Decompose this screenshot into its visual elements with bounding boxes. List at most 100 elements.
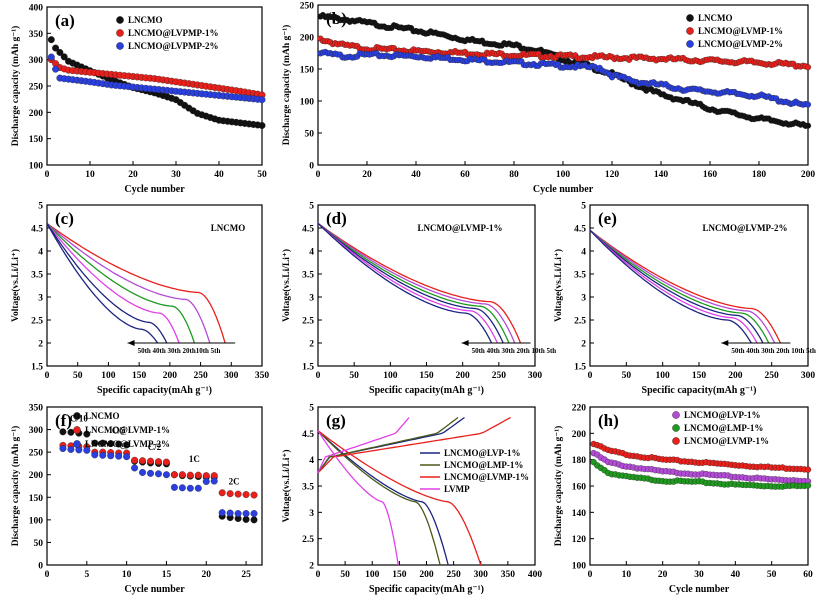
x-tick-label: 60 (460, 170, 470, 180)
x-tick-label: 250 (447, 570, 462, 580)
x-tick-label: 150 (419, 371, 434, 381)
y-axis-label: Voltage(vs.Li/Li⁺) (281, 249, 292, 322)
data-point (59, 428, 67, 436)
y-tick-label: 100 (572, 562, 587, 572)
y-tick-label: 4.5 (31, 225, 43, 235)
x-axis-label: Cycle number (124, 584, 185, 595)
y-axis-label: Discharge capacity (mAh g⁻¹) (10, 426, 21, 547)
charge-curve (317, 417, 410, 474)
y-tick-label: 2 (309, 562, 314, 572)
y-tick-label: 2.5 (31, 317, 43, 327)
plot-frame (317, 406, 536, 566)
x-tick-label: 350 (255, 371, 270, 381)
x-tick-label: 10 (622, 570, 632, 580)
x-tick-label: 40 (411, 170, 421, 180)
discharge-curve-30th (46, 222, 180, 344)
y-tick-label: 0 (38, 562, 43, 572)
legend-label: LNCMO@LVP-1% (444, 448, 521, 458)
discharge-curve (317, 430, 449, 566)
x-tick-label: 0 (45, 570, 50, 580)
data-point (202, 478, 210, 485)
y-tick-label: 0 (309, 162, 314, 172)
discharge-curve-10th (317, 222, 516, 344)
data-point (242, 515, 250, 523)
data-point (147, 469, 154, 477)
cycle-labels: 50th 40th 30th 20th10th 5th (138, 347, 221, 355)
y-tick-label: 5 (309, 404, 314, 414)
x-tick-label: 50 (73, 371, 83, 381)
y-tick-label: 3.5 (302, 271, 314, 281)
y-tick-label: 250 (300, 2, 315, 12)
x-tick-label: 0 (588, 371, 593, 381)
y-tick-label: 140 (572, 509, 587, 519)
discharge-curve-30th (589, 229, 764, 344)
series-lncmo-lvmp-2- (59, 445, 258, 518)
data-point (123, 441, 131, 449)
charge-curve (317, 416, 459, 474)
x-tick-label: 200 (801, 170, 816, 180)
y-tick-label: 5 (309, 202, 314, 212)
arrow-head (461, 340, 469, 346)
data-point (52, 65, 60, 73)
discharge-curve-50th (317, 222, 493, 344)
data-point (258, 122, 266, 129)
x-axis-label: Specific capacity(mAh g⁻¹) (642, 385, 757, 396)
x-tick-label: 350 (501, 570, 516, 580)
x-tick-label: 200 (163, 371, 178, 381)
legend-marker (116, 16, 124, 24)
x-tick-label: 50 (622, 371, 632, 381)
x-tick-label: 80 (509, 170, 519, 180)
discharge-curve-20th (589, 229, 770, 344)
legend-label: LNCMO@LVMP-1% (684, 436, 769, 446)
discharge-curve-50th (46, 223, 159, 344)
y-tick-label: 100 (29, 162, 44, 172)
x-tick-label: 50 (767, 570, 777, 580)
y-tick-label: 4.5 (302, 225, 314, 235)
y-tick-label: 50 (305, 130, 315, 140)
discharge-curve-50th (589, 229, 752, 344)
x-tick-label: 10 (85, 170, 95, 180)
y-tick-label: 100 (300, 98, 315, 108)
series-lncmo-lvp-1- (590, 449, 812, 485)
data-point (250, 491, 258, 499)
legend-marker (672, 437, 680, 445)
x-tick-label: 180 (752, 170, 767, 180)
data-point (162, 471, 170, 479)
data-point (226, 490, 234, 498)
x-tick-label: 30 (171, 170, 181, 180)
y-axis-label: Discharge capacity (mAh g⁻¹) (10, 26, 21, 147)
y-tick-label: 150 (29, 135, 44, 145)
legend-marker (672, 424, 680, 432)
y-tick-label: 1.5 (302, 363, 314, 373)
x-tick-label: 20 (658, 570, 668, 580)
data-point (56, 48, 64, 56)
x-axis-label: Specific capacity(mAh g⁻¹) (369, 385, 484, 396)
x-tick-label: 0 (588, 570, 593, 580)
x-tick-label: 300 (224, 371, 239, 381)
legend-label: LNCMO (128, 15, 163, 25)
legend-label: LNCMO@LVMP-2% (85, 439, 170, 449)
data-point (47, 36, 55, 44)
legend-label: LNCMO@LVPMP-2% (128, 41, 219, 51)
data-point (234, 510, 242, 518)
data-point (47, 53, 55, 61)
legend-label: LNCMO@LMP-1% (684, 423, 763, 433)
x-tick-label: 5 (84, 570, 89, 580)
data-point (258, 96, 266, 104)
discharge-curve-40th (46, 223, 168, 344)
data-point (83, 446, 91, 454)
legend-marker (672, 411, 680, 419)
x-axis-label: Cycle number (124, 184, 185, 195)
series-lncmo-lvmp-1- (317, 35, 812, 71)
data-point (155, 458, 162, 466)
series-lncmo-lvpmp-2- (47, 53, 266, 104)
x-tick-label: 100 (383, 371, 398, 381)
x-tick-label: 200 (728, 371, 743, 381)
panel-e: 0 50 100 150 200 250 300 1.5 2 2.5 3 3.5 4 4.5 5 Specif… (553, 202, 816, 397)
data-point (131, 456, 139, 464)
y-tick-label: 400 (29, 4, 44, 14)
y-tick-label: 200 (300, 34, 315, 44)
x-tick-label: 10 (122, 570, 132, 580)
legend-marker (116, 29, 124, 37)
panel-label: (g) (326, 411, 346, 430)
